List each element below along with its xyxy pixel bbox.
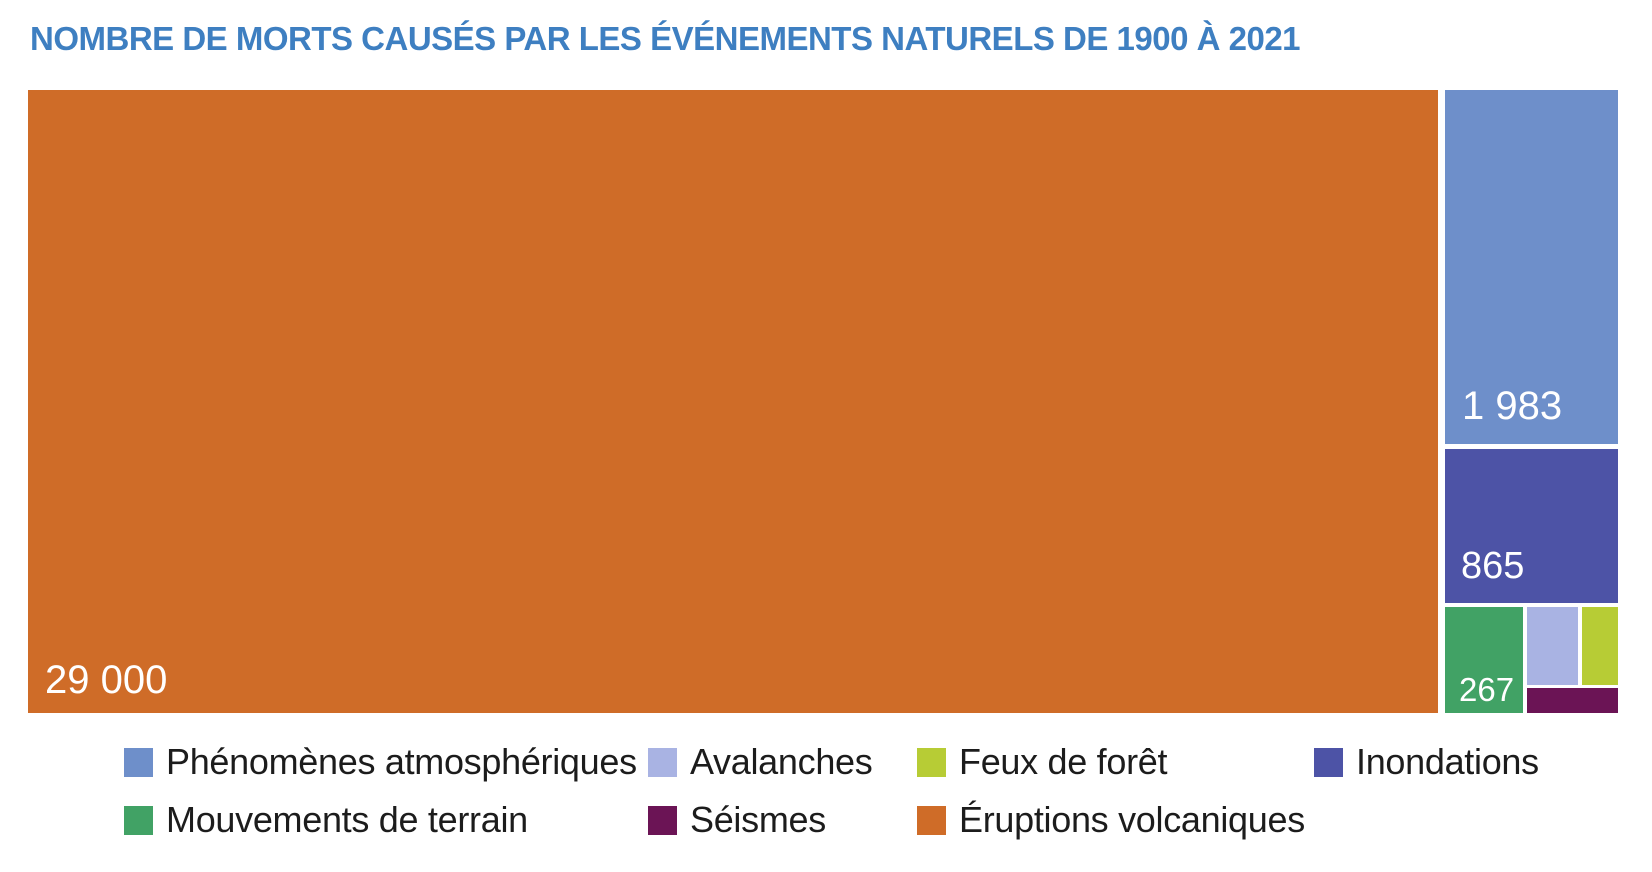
treemap-cell-seismes[interactable] [1527,688,1618,713]
treemap-cell-mouvements-de-terrain[interactable]: 267 [1445,607,1523,713]
legend-swatch-mouvements-de-terrain [124,805,153,835]
chart-title: NOMBRE DE MORTS CAUSÉS PAR LES ÉVÉNEMENT… [30,20,1301,57]
legend-label: Feux de forêt [959,741,1168,782]
legend-label: Séismes [690,799,826,840]
treemap-cell-eruptions-volcaniques[interactable]: 29 000 [28,90,1438,713]
cell-value-label: 267 [1459,671,1515,708]
treemap-cell-feux-de-foret[interactable] [1582,607,1618,685]
legend-swatch-phenomenes-atmospheriques [124,747,153,777]
legend-label: Phénomènes atmosphériques [166,741,637,782]
treemap-cell-avalanches[interactable] [1527,607,1578,685]
legend-item-eruptions-volcaniques: Éruptions volcaniques [917,799,1305,840]
legend-item-feux-de-foret: Feux de forêt [917,741,1168,782]
legend-label: Inondations [1356,741,1539,782]
cell-value-label: 1 983 [1462,384,1563,428]
legend-label: Mouvements de terrain [166,799,528,840]
treemap-cell-phenomenes-atmospheriques[interactable]: 1 983 [1445,90,1618,444]
legend-swatch-seismes [648,805,677,835]
treemap-cell-inondations[interactable]: 865 [1445,449,1618,603]
legend-item-avalanches: Avalanches [648,741,873,782]
legend-label: Avalanches [690,741,873,782]
cell-value-label: 29 000 [45,658,168,702]
legend-swatch-eruptions-volcaniques [917,805,946,835]
treemap-chart: 29 000 1 983 865 267 [28,90,1618,713]
legend-swatch-inondations [1314,747,1343,777]
legend-item-phenomenes-atmospheriques: Phénomènes atmosphériques [124,741,637,782]
legend-swatch-feux-de-foret [917,747,946,777]
legend-item-inondations: Inondations [1314,741,1539,782]
legend-label: Éruptions volcaniques [959,799,1305,840]
legend-swatch-avalanches [648,747,677,777]
legend-item-seismes: Séismes [648,799,826,840]
cell-value-label: 865 [1461,545,1525,587]
legend-item-mouvements-de-terrain: Mouvements de terrain [124,799,528,840]
